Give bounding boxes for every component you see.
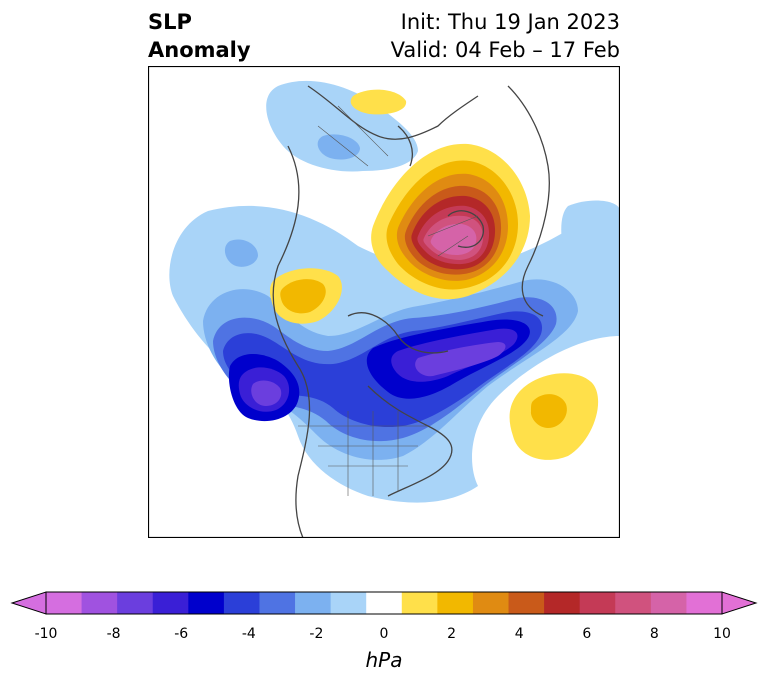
colorbar-tick-label: -6 — [174, 626, 189, 642]
map-border — [148, 66, 620, 538]
colorbar-bin — [295, 592, 332, 614]
high-west-inner — [280, 279, 326, 314]
chart-dates: Init: Thu 19 Jan 2023 Valid: 04 Feb – 17… — [391, 8, 620, 64]
colorbar-bin — [686, 592, 723, 614]
colorbar-bin — [117, 592, 154, 614]
coastlines — [272, 85, 550, 538]
anomaly-map — [148, 66, 620, 538]
title-line-field: SLP — [148, 10, 192, 34]
colorbar-bin — [650, 592, 687, 614]
low-europe — [266, 80, 418, 172]
low-europe-inner — [317, 134, 360, 160]
title-line-type: Anomaly — [148, 38, 251, 62]
colorbar-bin — [152, 592, 189, 614]
colorbar-bin — [81, 592, 118, 614]
high-north — [350, 89, 407, 115]
colorbar-tick-label: 10 — [713, 626, 731, 642]
colorbar-tick-label: -8 — [106, 626, 121, 642]
colorbar-bin — [401, 592, 438, 614]
colorbar-tick-label: 0 — [379, 626, 389, 642]
colorbar-bin — [188, 592, 225, 614]
high-east-inner — [530, 394, 567, 428]
colorbar-bin — [259, 592, 296, 614]
valid-range: Valid: 04 Feb – 17 Feb — [390, 38, 620, 62]
low-east-edge — [561, 200, 620, 336]
colorbar-bin — [544, 592, 581, 614]
low-west-edge-inner — [224, 239, 258, 267]
colorbar-bin — [508, 592, 545, 614]
colorbar-bin — [366, 592, 403, 614]
colorbar-bin — [223, 592, 260, 614]
colorbar-tick-label: 6 — [582, 626, 592, 642]
low-core-east — [415, 342, 506, 377]
colorbar-bin — [330, 592, 367, 614]
colorbar-tick-label: 2 — [447, 626, 457, 642]
colorbar-tick-label: 8 — [649, 626, 659, 642]
colorbar-tick-label: 4 — [514, 626, 524, 642]
colorbar-bin — [615, 592, 652, 614]
colorbar-tick-label: -10 — [34, 626, 58, 642]
colorbar-tick-label: -2 — [309, 626, 324, 642]
colorbar-units: hPa — [365, 648, 403, 672]
colorbar-bin — [46, 592, 83, 614]
colorbar-min-arrow — [10, 591, 47, 615]
colorbar-frame — [45, 591, 723, 615]
borders — [298, 105, 479, 496]
chart-title: SLP Anomaly — [148, 8, 251, 64]
colorbar-bin — [472, 592, 510, 614]
init-date: Init: Thu 19 Jan 2023 — [400, 10, 620, 34]
colorbar-bin — [437, 592, 474, 614]
colorbar — [10, 591, 758, 615]
colorbar-bin — [579, 592, 616, 614]
colorbar-max-arrow — [721, 591, 758, 615]
low-core-west — [251, 380, 282, 406]
colorbar-tick-label: -4 — [241, 626, 256, 642]
